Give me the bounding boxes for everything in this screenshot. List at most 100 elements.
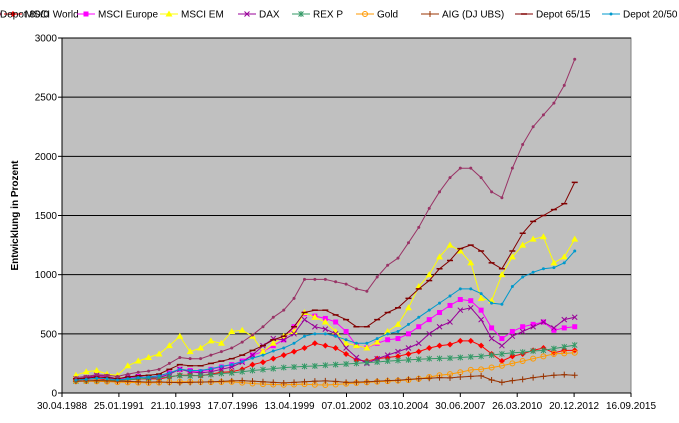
data-point — [343, 350, 350, 357]
legend-item: AIG (DJ UBS) — [421, 10, 504, 21]
data-point — [550, 350, 557, 357]
data-point — [157, 374, 161, 378]
data-point — [218, 370, 225, 377]
data-point — [500, 302, 504, 306]
data-point — [448, 176, 452, 180]
data-point — [561, 343, 568, 350]
data-point — [312, 323, 318, 330]
data-point — [572, 324, 578, 330]
legend-label: MSCI World — [25, 10, 79, 21]
data-point — [322, 377, 329, 384]
axes — [58, 37, 632, 397]
data-point — [334, 280, 338, 284]
data-point — [384, 327, 392, 334]
data-point — [176, 372, 183, 379]
data-point — [499, 350, 505, 357]
data-point — [72, 371, 80, 378]
data-point — [197, 372, 204, 379]
data-point — [509, 333, 516, 340]
data-point — [364, 359, 370, 366]
data-point — [561, 325, 567, 331]
data-point — [405, 376, 412, 383]
data-point — [176, 379, 183, 386]
data-point — [478, 307, 484, 313]
data-point — [343, 345, 349, 351]
data-point — [217, 339, 225, 346]
legend-item: Depot 80/0 — [0, 10, 49, 21]
data-point — [385, 337, 391, 343]
legend-swatch-marker — [10, 11, 16, 17]
x-tick-label: 21.10.1993 — [151, 401, 201, 412]
data-point — [508, 253, 516, 260]
data-point — [291, 330, 297, 337]
data-point — [301, 316, 308, 323]
data-point — [436, 323, 443, 330]
data-point — [239, 377, 246, 384]
data-point — [426, 330, 433, 337]
data-point — [490, 301, 494, 305]
data-point — [447, 355, 453, 362]
data-point — [259, 348, 267, 355]
data-point — [467, 337, 474, 344]
x-tick-label: 07.01.2002 — [321, 401, 371, 412]
data-point — [394, 320, 402, 327]
data-point — [467, 353, 474, 360]
data-point — [269, 339, 277, 346]
data-point — [521, 143, 525, 146]
data-point — [499, 342, 505, 349]
data-point — [352, 342, 360, 349]
data-point — [353, 379, 360, 386]
data-point — [478, 372, 485, 379]
data-point — [374, 358, 381, 365]
data-point — [363, 344, 371, 351]
data-point — [531, 125, 535, 129]
data-point — [95, 376, 99, 380]
data-point — [571, 349, 578, 356]
data-point — [386, 263, 390, 267]
data-point — [488, 376, 495, 383]
data-point — [251, 333, 255, 337]
data-point — [303, 334, 307, 338]
data-point — [488, 352, 495, 359]
data-point — [95, 373, 99, 377]
y-tick-labels: 0 500 1000 1500 2000 2500 3000 — [35, 34, 58, 400]
data-point — [415, 348, 422, 355]
data-point — [436, 253, 444, 260]
data-point — [343, 361, 349, 368]
data-point — [539, 233, 547, 240]
legend-label: MSCI Europe — [98, 10, 158, 21]
data-point — [498, 358, 505, 365]
data-point — [561, 350, 568, 357]
x-tick-label: 30.04.1988 — [37, 401, 87, 412]
data-point — [280, 336, 287, 343]
data-point — [478, 316, 484, 323]
data-point — [82, 368, 90, 375]
data-point — [282, 308, 286, 312]
data-point — [395, 348, 401, 355]
data-point — [365, 341, 369, 345]
legend-item: MSCI World — [4, 10, 79, 21]
data-point — [375, 337, 379, 341]
data-point — [145, 379, 152, 386]
legend-label: REX P — [313, 10, 343, 21]
legend-item: Depot 65/15 — [515, 10, 591, 21]
data-point — [438, 190, 442, 194]
data-point — [167, 361, 171, 365]
data-point — [405, 331, 411, 337]
data-point — [322, 315, 328, 321]
data-point — [489, 325, 495, 331]
data-point — [363, 378, 370, 385]
data-point — [321, 318, 329, 325]
x-tick-label: 16.09.2015 — [606, 401, 656, 412]
legend-item: MSCI EM — [160, 10, 224, 21]
data-point — [313, 277, 317, 281]
data-point — [457, 337, 464, 344]
legend-item: REX P — [292, 10, 343, 21]
data-point — [260, 366, 266, 373]
data-point — [74, 378, 78, 382]
data-point — [458, 166, 462, 170]
data-point — [469, 166, 473, 170]
data-point — [478, 353, 484, 360]
data-point — [437, 310, 443, 316]
